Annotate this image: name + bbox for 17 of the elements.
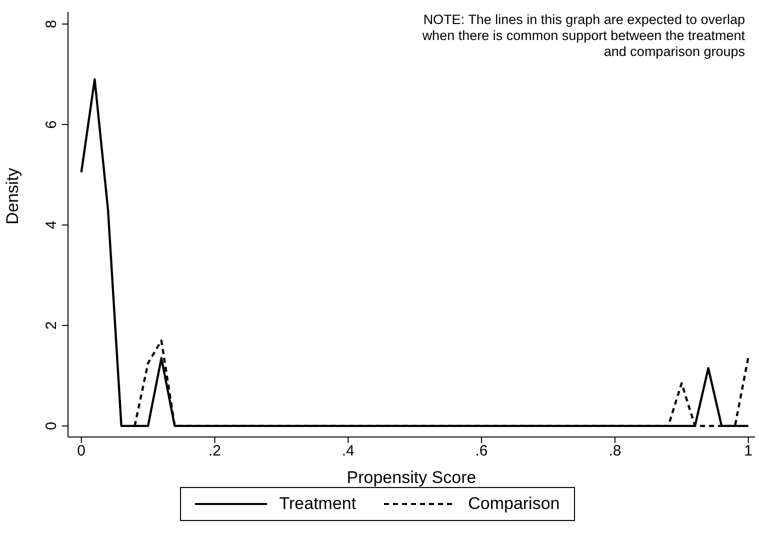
x-tick-label: .2 (208, 442, 221, 460)
x-tick-label: .8 (608, 442, 622, 460)
y-tick-label: 0 (43, 422, 60, 430)
y-tick-label: 2 (43, 321, 60, 330)
y-tick-label: 6 (43, 120, 60, 129)
x-tick-label: .6 (475, 442, 488, 460)
x-tick-label: 1 (744, 442, 752, 460)
annotation: NOTE: The lines in this graph are expected to overlap when there is common support between the treatment and comparison groups (422, 12, 745, 60)
x-tick-label: .4 (342, 442, 354, 460)
legend-label: Comparison (468, 494, 560, 514)
legend-label: Treatment (279, 494, 356, 514)
y-axis-title: Density (3, 167, 22, 224)
x-axis-title: Propensity Score (346, 468, 476, 487)
y-tick-label: 4 (43, 220, 60, 230)
x-tick-label: 0 (77, 442, 86, 460)
line-series (80, 78, 750, 428)
y-tick-label: 8 (43, 20, 60, 28)
